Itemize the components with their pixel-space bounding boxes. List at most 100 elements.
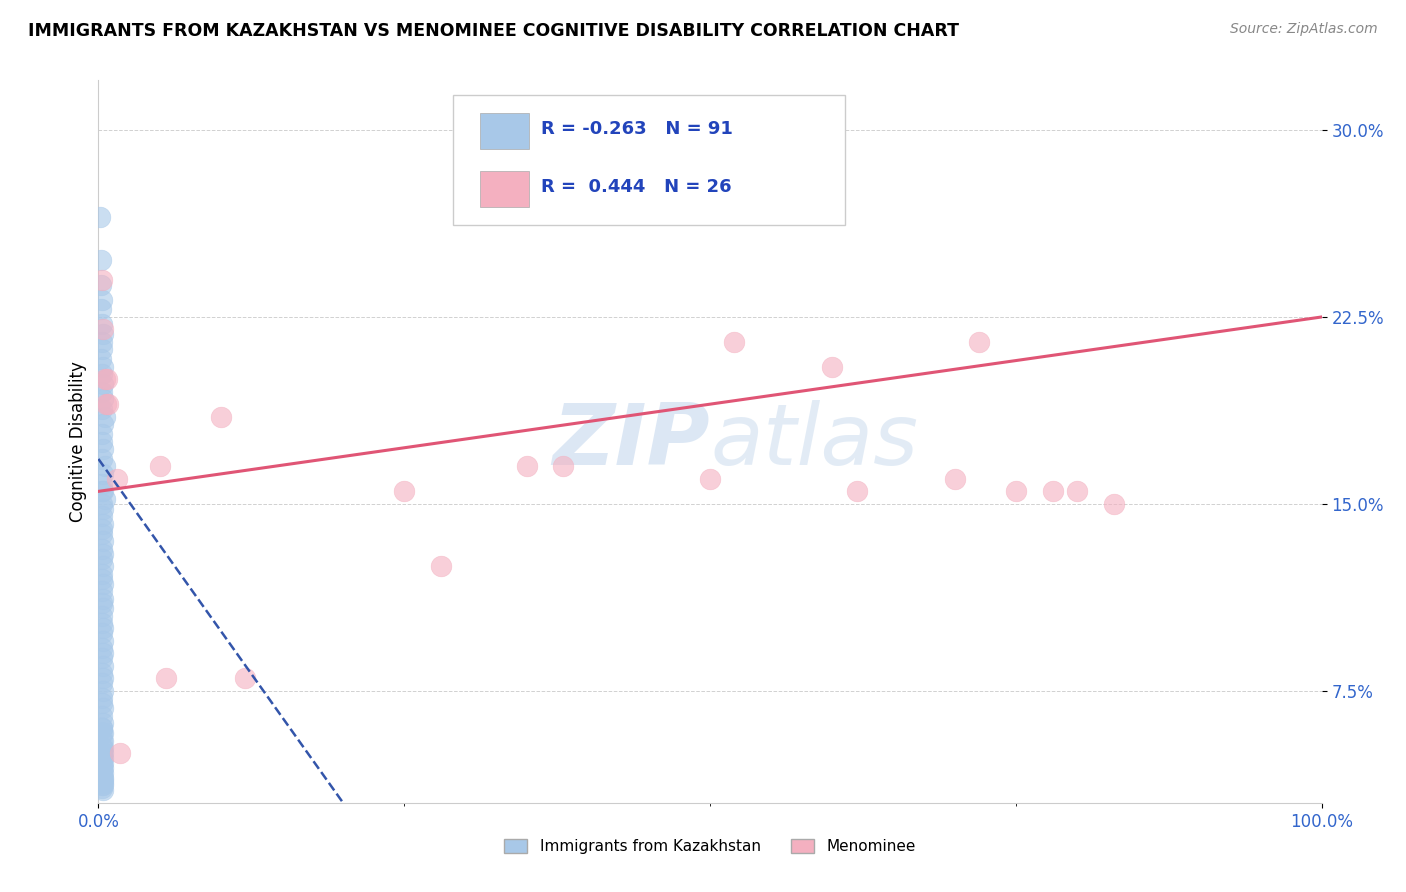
Point — [93, 372, 115, 386]
Point — [110, 746, 132, 760]
Point — [91, 676, 114, 690]
Point — [553, 459, 575, 474]
Point — [91, 783, 114, 797]
Point — [91, 509, 114, 524]
Point — [91, 293, 114, 307]
Point — [91, 417, 114, 431]
Point — [699, 472, 721, 486]
Point — [967, 334, 990, 349]
Point — [91, 776, 114, 790]
Point — [91, 708, 114, 723]
Point — [91, 746, 114, 760]
Point — [91, 671, 114, 685]
Point — [91, 758, 114, 772]
Point — [430, 559, 453, 574]
Point — [943, 472, 966, 486]
Text: IMMIGRANTS FROM KAZAKHSTAN VS MENOMINEE COGNITIVE DISABILITY CORRELATION CHART: IMMIGRANTS FROM KAZAKHSTAN VS MENOMINEE … — [28, 22, 959, 40]
Point — [91, 726, 114, 740]
Point — [91, 368, 114, 382]
FancyBboxPatch shape — [479, 112, 529, 149]
Point — [91, 452, 114, 467]
Point — [89, 211, 111, 225]
Point — [91, 666, 114, 681]
Point — [91, 765, 114, 780]
Point — [91, 701, 114, 715]
Point — [91, 616, 114, 631]
Point — [93, 409, 115, 424]
Y-axis label: Cognitive Disability: Cognitive Disability — [69, 361, 87, 522]
Point — [1042, 484, 1064, 499]
Point — [91, 427, 114, 442]
Point — [91, 726, 114, 740]
Point — [91, 683, 114, 698]
Point — [91, 768, 114, 782]
Point — [91, 646, 114, 660]
Point — [233, 671, 256, 685]
Point — [90, 277, 112, 292]
Point — [90, 302, 112, 317]
Point — [91, 771, 114, 785]
Point — [91, 497, 114, 511]
Point — [93, 491, 115, 506]
Point — [91, 778, 114, 792]
Point — [91, 343, 114, 357]
Point — [96, 372, 118, 386]
Point — [392, 484, 416, 499]
Point — [91, 442, 114, 456]
Point — [91, 761, 114, 775]
Point — [91, 741, 114, 756]
Point — [91, 522, 114, 536]
Point — [91, 721, 114, 735]
Point — [91, 526, 114, 541]
Point — [105, 472, 128, 486]
Point — [97, 397, 120, 411]
Point — [91, 751, 114, 765]
Point — [209, 409, 232, 424]
Point — [91, 584, 114, 599]
Point — [91, 621, 114, 635]
Text: R = -0.263   N = 91: R = -0.263 N = 91 — [541, 120, 733, 138]
Text: R =  0.444   N = 26: R = 0.444 N = 26 — [541, 178, 733, 196]
Point — [91, 501, 114, 516]
Point — [91, 751, 114, 765]
Point — [91, 566, 114, 581]
Point — [91, 272, 114, 286]
Point — [91, 322, 114, 336]
Point — [91, 778, 114, 792]
Point — [91, 691, 114, 706]
Point — [91, 559, 114, 574]
Point — [723, 334, 745, 349]
Point — [91, 601, 114, 615]
FancyBboxPatch shape — [479, 170, 529, 207]
Point — [91, 591, 114, 606]
Point — [91, 746, 114, 760]
Point — [91, 609, 114, 624]
Text: ZIP: ZIP — [553, 400, 710, 483]
Point — [1102, 497, 1125, 511]
FancyBboxPatch shape — [453, 95, 845, 225]
Point — [91, 541, 114, 556]
Point — [91, 716, 114, 731]
Point — [90, 352, 112, 367]
Point — [1004, 484, 1026, 499]
Point — [91, 392, 114, 407]
Point — [91, 780, 114, 795]
Point — [91, 721, 114, 735]
Point — [91, 377, 114, 392]
Point — [155, 671, 177, 685]
Point — [91, 576, 114, 591]
Point — [91, 318, 114, 332]
Point — [845, 484, 868, 499]
Point — [91, 359, 114, 374]
Point — [91, 641, 114, 656]
Point — [93, 459, 115, 474]
Point — [91, 764, 114, 778]
Point — [91, 733, 114, 747]
Point — [91, 334, 114, 349]
Text: Source: ZipAtlas.com: Source: ZipAtlas.com — [1230, 22, 1378, 37]
Point — [91, 484, 114, 499]
Point — [91, 771, 114, 785]
Point — [515, 459, 537, 474]
Point — [91, 534, 114, 549]
Point — [91, 658, 114, 673]
